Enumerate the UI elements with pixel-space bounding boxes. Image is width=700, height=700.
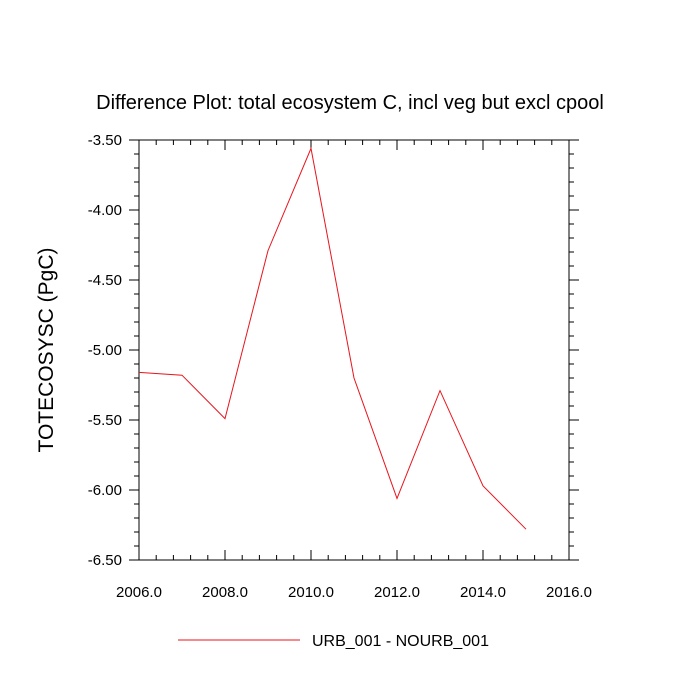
x-tick-label: 2008.0	[202, 584, 248, 601]
x-axis: 2006.0 2008.0 2010.0 2012.0 2014.0 2016.0	[116, 140, 592, 601]
series-layer	[138, 146, 527, 530]
x-tick-label: 2010.0	[288, 584, 334, 601]
y-tick-label: -5.00	[88, 342, 122, 359]
series-line	[138, 146, 527, 530]
y-tick-label: -5.50	[88, 412, 122, 429]
y-axis: -3.50 -4.00 -4.50 -5.00 -5.50 -6.00 -6.50	[88, 132, 579, 569]
x-tick-label: 2012.0	[374, 584, 420, 601]
plot-frame	[138, 139, 570, 561]
legend-label: URB_001 - NOURB_001	[312, 633, 489, 650]
minor-ticks	[134, 140, 574, 560]
x-tick-label: 2014.0	[460, 584, 506, 601]
x-tick-label: 2016.0	[546, 584, 592, 601]
y-tick-label: -4.00	[88, 202, 122, 219]
y-axis-label: TOTECOSYSC (PgC)	[35, 248, 58, 453]
y-tick-label: -6.50	[88, 552, 122, 569]
y-tick-label: -4.50	[88, 272, 122, 289]
y-tick-label: -3.50	[88, 132, 122, 149]
legend: URB_001 - NOURB_001	[178, 633, 489, 650]
y-tick-label: -6.00	[88, 482, 122, 499]
chart-title: Difference Plot: total ecosystem C, incl…	[96, 92, 604, 114]
x-tick-label: 2006.0	[116, 584, 162, 601]
